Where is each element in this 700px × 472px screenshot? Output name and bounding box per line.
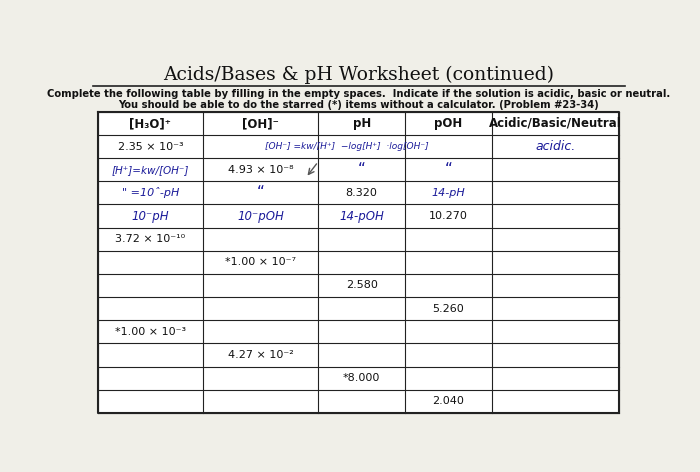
Text: “: “ [444, 162, 452, 177]
Text: Acidic/Basic/Neutral: Acidic/Basic/Neutral [489, 117, 622, 130]
Text: pOH: pOH [434, 117, 463, 130]
Text: 10.270: 10.270 [429, 211, 468, 221]
Text: [OH]⁻: [OH]⁻ [242, 117, 279, 130]
Text: 10⁻pH: 10⁻pH [132, 210, 169, 223]
Text: 2.35 × 10⁻³: 2.35 × 10⁻³ [118, 142, 183, 152]
Text: You should be able to do the starred (*) items without a calculator. (Problem #2: You should be able to do the starred (*)… [118, 100, 599, 110]
Text: *1.00 × 10⁻³: *1.00 × 10⁻³ [115, 327, 186, 337]
FancyBboxPatch shape [98, 112, 619, 413]
Text: 10⁻pOH: 10⁻pOH [237, 210, 284, 223]
Text: “: “ [358, 162, 365, 177]
Text: 5.260: 5.260 [433, 303, 464, 313]
Text: *1.00 × 10⁻⁷: *1.00 × 10⁻⁷ [225, 257, 296, 267]
Text: Acids/Bases & pH Worksheet (continued): Acids/Bases & pH Worksheet (continued) [163, 66, 554, 84]
Text: pH: pH [353, 117, 371, 130]
Text: [H₃O]⁺: [H₃O]⁺ [130, 117, 172, 130]
Text: [H⁺]=kw/[OH⁻]: [H⁺]=kw/[OH⁻] [112, 165, 189, 175]
Text: " =10ˆ-pH: " =10ˆ-pH [122, 187, 179, 198]
Text: Complete the following table by filling in the empty spaces.  Indicate if the so: Complete the following table by filling … [47, 89, 671, 99]
Text: 4.93 × 10⁻⁸: 4.93 × 10⁻⁸ [228, 165, 293, 175]
Text: *8.000: *8.000 [343, 373, 380, 383]
Text: 2.580: 2.580 [346, 280, 377, 290]
Text: 14-pH: 14-pH [432, 188, 466, 198]
Text: “: “ [256, 185, 265, 201]
Text: [OH⁻] =kw/[H⁺]  −log[H⁺]  ·log[OH⁻]: [OH⁻] =kw/[H⁺] −log[H⁺] ·log[OH⁻] [265, 142, 429, 151]
Text: 14-pOH: 14-pOH [340, 210, 384, 223]
Text: acidic.: acidic. [536, 140, 575, 153]
Text: 8.320: 8.320 [346, 188, 377, 198]
Text: 4.27 × 10⁻²: 4.27 × 10⁻² [228, 350, 293, 360]
Text: 3.72 × 10⁻¹⁰: 3.72 × 10⁻¹⁰ [116, 234, 186, 244]
Text: 2.040: 2.040 [433, 396, 464, 406]
